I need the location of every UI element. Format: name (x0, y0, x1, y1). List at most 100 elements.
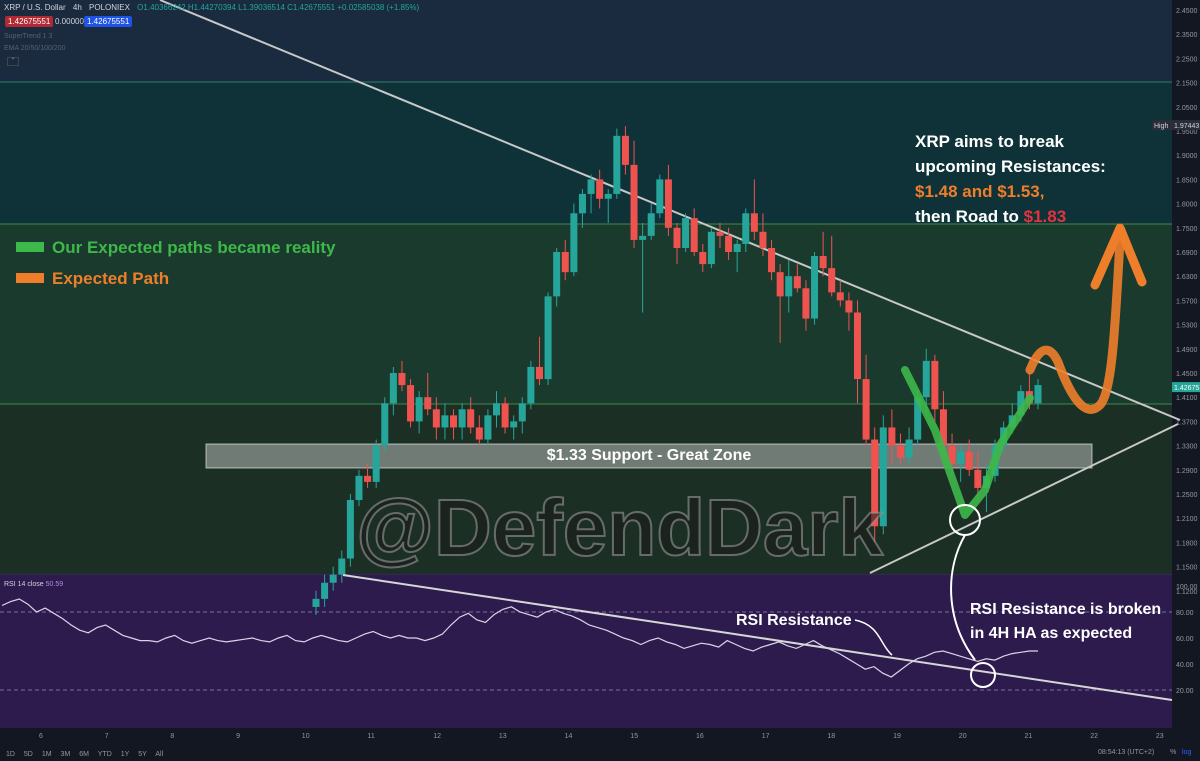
resistance-band (0, 82, 1172, 224)
price-tick-label: 1.3300 (1176, 444, 1198, 451)
rsi-resistance-label: RSI Resistance (736, 612, 852, 629)
buy-button[interactable]: 1.42675551 (84, 16, 133, 27)
candle-body (587, 179, 595, 194)
rsi-resistance-line (342, 574, 1173, 701)
candle-body (338, 558, 346, 575)
legend-orange-swatch (16, 273, 44, 283)
candle-body (604, 193, 612, 199)
candle-body (578, 193, 586, 214)
realized-path (901, 366, 1034, 519)
time-tick-label: 14 (565, 733, 573, 740)
price-tick-label: 2.2500 (1176, 56, 1198, 63)
ema-indicator[interactable]: EMA 20/50/100/200 (4, 45, 66, 52)
last-price-badge (1172, 382, 1200, 393)
range-1d[interactable]: 1D (6, 751, 15, 758)
aim-text-line1: XRP aims to break (915, 132, 1064, 151)
candle-body (716, 231, 724, 236)
price-tick-label: 1.8000 (1176, 202, 1198, 209)
candle-body (768, 247, 776, 273)
rsi-tick-label: 80.00 (1176, 610, 1194, 617)
sell-button[interactable]: 1.42675551 (5, 16, 54, 27)
candle-body (656, 179, 664, 214)
interval-label[interactable]: 4h (72, 3, 82, 12)
time-tick-label: 11 (368, 733, 375, 740)
candle-body (896, 445, 904, 458)
candle-body (493, 403, 500, 416)
candle-body (415, 397, 423, 422)
range-ytd[interactable]: YTD (97, 751, 112, 758)
candle-body (922, 360, 930, 398)
candle-body (372, 445, 380, 482)
candle-body (664, 179, 672, 228)
price-tick-label: 1.7500 (1176, 226, 1198, 233)
candle-body (673, 227, 681, 248)
range-5y[interactable]: 5Y (138, 751, 147, 758)
price-tick-label: 1.1200 (1176, 589, 1198, 596)
price-tick-label: 1.9000 (1176, 153, 1198, 160)
range-1y[interactable]: 1Y (120, 751, 130, 758)
candle-body (630, 164, 638, 240)
aim-text-line4: then Road to $1.83 (915, 204, 1066, 229)
spread-value: 0.00000000 (55, 17, 98, 26)
price-tick-label: 1.9500 (1176, 129, 1198, 136)
candle-body (639, 235, 647, 240)
rsi-broken-line2: in 4H HA as expected (970, 625, 1133, 642)
rsi-tick-label: 100.00 (1176, 584, 1198, 591)
range-1m[interactable]: 1M (41, 751, 52, 758)
watermark: @DefendDark (356, 483, 884, 572)
candle-body (424, 397, 432, 410)
price-tick-label: 1.1800 (1176, 540, 1198, 547)
candle-body (647, 213, 655, 236)
candle-body (725, 235, 733, 252)
range-6m[interactable]: 6M (79, 751, 89, 758)
candle-body (407, 385, 415, 422)
aim-prefix: then Road to (915, 207, 1024, 226)
candle-body (905, 439, 913, 458)
candle-body (1034, 385, 1042, 404)
candle-body (742, 213, 750, 244)
time-tick-label: 7 (105, 733, 109, 740)
candle-body (475, 427, 483, 440)
rsi-tick-label: 20.00 (1176, 688, 1194, 695)
legend-orange-label: Expected Path (52, 269, 170, 288)
log-scale-toggle[interactable]: log (1182, 749, 1192, 756)
candle-body (553, 252, 561, 297)
rsi-broken-line1: RSI Resistance is broken (970, 601, 1162, 618)
range-3m[interactable]: 3M (60, 751, 71, 758)
price-tick-label: 1.6300 (1176, 274, 1198, 281)
candle-body (544, 296, 552, 380)
candle-body (561, 252, 569, 273)
collapse-arrow-icon[interactable]: ⌃ (7, 57, 19, 66)
candle-body (793, 276, 801, 289)
time-tick-label: 12 (433, 733, 441, 740)
price-tick-label: 2.1500 (1176, 81, 1198, 88)
candle-body (957, 451, 965, 464)
high-badge (1152, 120, 1172, 131)
percent-scale-toggle[interactable]: % (1170, 749, 1177, 756)
candle-body (707, 231, 715, 265)
supertrend-indicator[interactable]: SuperTrend 1 3 (4, 33, 53, 40)
symbol-name[interactable]: XRP / U.S. Dollar (4, 3, 66, 12)
rsi-name: RSI 14 close (4, 581, 44, 588)
candle-body (535, 366, 543, 380)
candle-body (596, 179, 604, 199)
clock-readout: 08:54:13 (UTC+2) (1098, 749, 1155, 756)
candle-body (510, 421, 518, 428)
time-tick-label: 15 (630, 733, 638, 740)
candle-body (381, 403, 389, 446)
price-tick-label: 1.8500 (1176, 177, 1198, 184)
price-tick-label: 1.4900 (1176, 347, 1198, 354)
rsi-value: 50.59 (45, 581, 64, 588)
candle-body (888, 427, 896, 446)
candle-body (974, 469, 982, 488)
rsi-label[interactable]: RSI 14 close 50.59 (4, 581, 63, 588)
upper-band (0, 0, 1172, 82)
time-tick-label: 23 (1156, 733, 1164, 740)
range-5d[interactable]: 5D (23, 751, 33, 758)
ohlc-readout: O1.40366242 H1.44270394 L1.39036514 C1.4… (137, 3, 420, 12)
candle-body (690, 218, 698, 252)
candle-body (948, 445, 956, 464)
legend-green-swatch (16, 242, 44, 252)
range-all[interactable]: All (155, 751, 164, 758)
